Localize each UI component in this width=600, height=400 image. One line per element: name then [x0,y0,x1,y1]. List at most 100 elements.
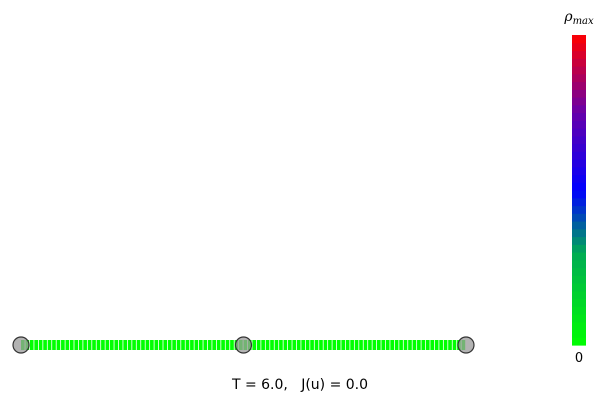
edge-cell [145,340,150,350]
junction-node [457,336,475,354]
edge-cell [194,340,199,350]
edge-cell [417,340,421,350]
colorbar-segment [572,66,586,75]
density-colorbar [572,35,586,346]
edge-cell [127,340,132,350]
edge-cell [359,340,363,350]
colorbar-segment [572,213,586,222]
colorbar-segment [572,244,586,253]
edge-cell [207,340,212,350]
edge-cell [83,340,87,350]
junction-nodes [12,336,475,354]
colorbar-max-label: ρmax [557,9,600,27]
edge-cell [136,340,141,350]
edge-cell [292,340,297,350]
colorbar-segment [572,112,586,121]
edge-cell [283,340,288,350]
edge-cell [403,340,408,350]
edge-cell [368,340,372,350]
edge-cell [167,340,172,350]
edge-cell [69,340,74,350]
edge-cell [230,340,234,350]
edge-cell [212,340,216,350]
edge-cell [47,340,52,350]
junction-node [12,336,30,354]
colorbar-segment [572,166,586,176]
colorbar-segment [572,221,586,230]
colorbar-max-subscript: max [572,16,594,27]
edge-cell [425,340,430,350]
status-caption: T = 6.0, J(u) = 0.0 [231,377,369,393]
edge-cell [221,340,225,350]
edge-cell [216,340,221,350]
colorbar-segment [572,120,586,129]
colorbar-segment [572,252,586,261]
colorbar-segment [572,205,586,214]
junction-node [234,336,253,354]
edge-cell [265,340,270,350]
edge-cell [43,340,47,350]
colorbar-segment [572,42,586,52]
edge-cell [363,340,368,350]
edge-cell [305,340,310,350]
edge-cell [310,340,314,350]
edge-cell [158,340,163,350]
edge-cell [385,340,390,350]
edge-cell [110,340,114,350]
edge-cell [172,340,176,350]
edge-cell [377,340,381,350]
edge-cell [78,340,83,350]
edge-cell [225,340,230,350]
edge-cell [345,340,350,350]
edge-cell [52,340,56,350]
colorbar-segment [572,143,586,152]
edge-cell [448,340,452,350]
edge-cell [185,340,190,350]
colorbar-segment [572,228,586,238]
colorbar-segment [572,321,586,331]
colorbar-segment [572,337,586,346]
colorbar-segment [572,151,586,160]
edge-cell [56,340,61,350]
colorbar-segment [572,314,586,323]
colorbar-max-symbol: ρ [564,9,573,25]
edge-cell [336,340,341,350]
edge-cell [150,340,154,350]
edge-cell [341,340,346,350]
edge-cell [123,340,127,350]
edge-cell [74,340,79,350]
edge-cell [29,340,34,350]
colorbar-segment [572,58,586,67]
edge-cell [190,340,194,350]
edge-cell [354,340,359,350]
edge-cell [319,340,323,350]
edge-cell [452,340,457,350]
edge-cell [270,340,274,350]
edge-cell [434,340,439,350]
edge-cell [314,340,319,350]
edge-cell [256,340,261,350]
edge-cell [279,340,283,350]
colorbar-segment [572,283,586,292]
colorbar-segment [572,190,586,199]
edge-cell [96,340,101,350]
colorbar-segment [572,104,586,114]
colorbar-segment [572,298,586,307]
colorbar-segment [572,135,586,145]
edge-cell [332,340,337,350]
edge-cell [163,340,168,350]
edge-cell [394,340,399,350]
colorbar-segment [572,159,586,168]
edge-cell [399,340,403,350]
road-edges [21,340,466,350]
edge-cell [181,340,185,350]
edge-cell [390,340,394,350]
edge-cell [65,340,70,350]
colorbar-segment [572,197,586,207]
edge-cell [412,340,417,350]
colorbar-segment [572,236,586,245]
colorbar-segment [572,73,586,83]
edge-cell [118,340,123,350]
edge-cell [261,340,265,350]
